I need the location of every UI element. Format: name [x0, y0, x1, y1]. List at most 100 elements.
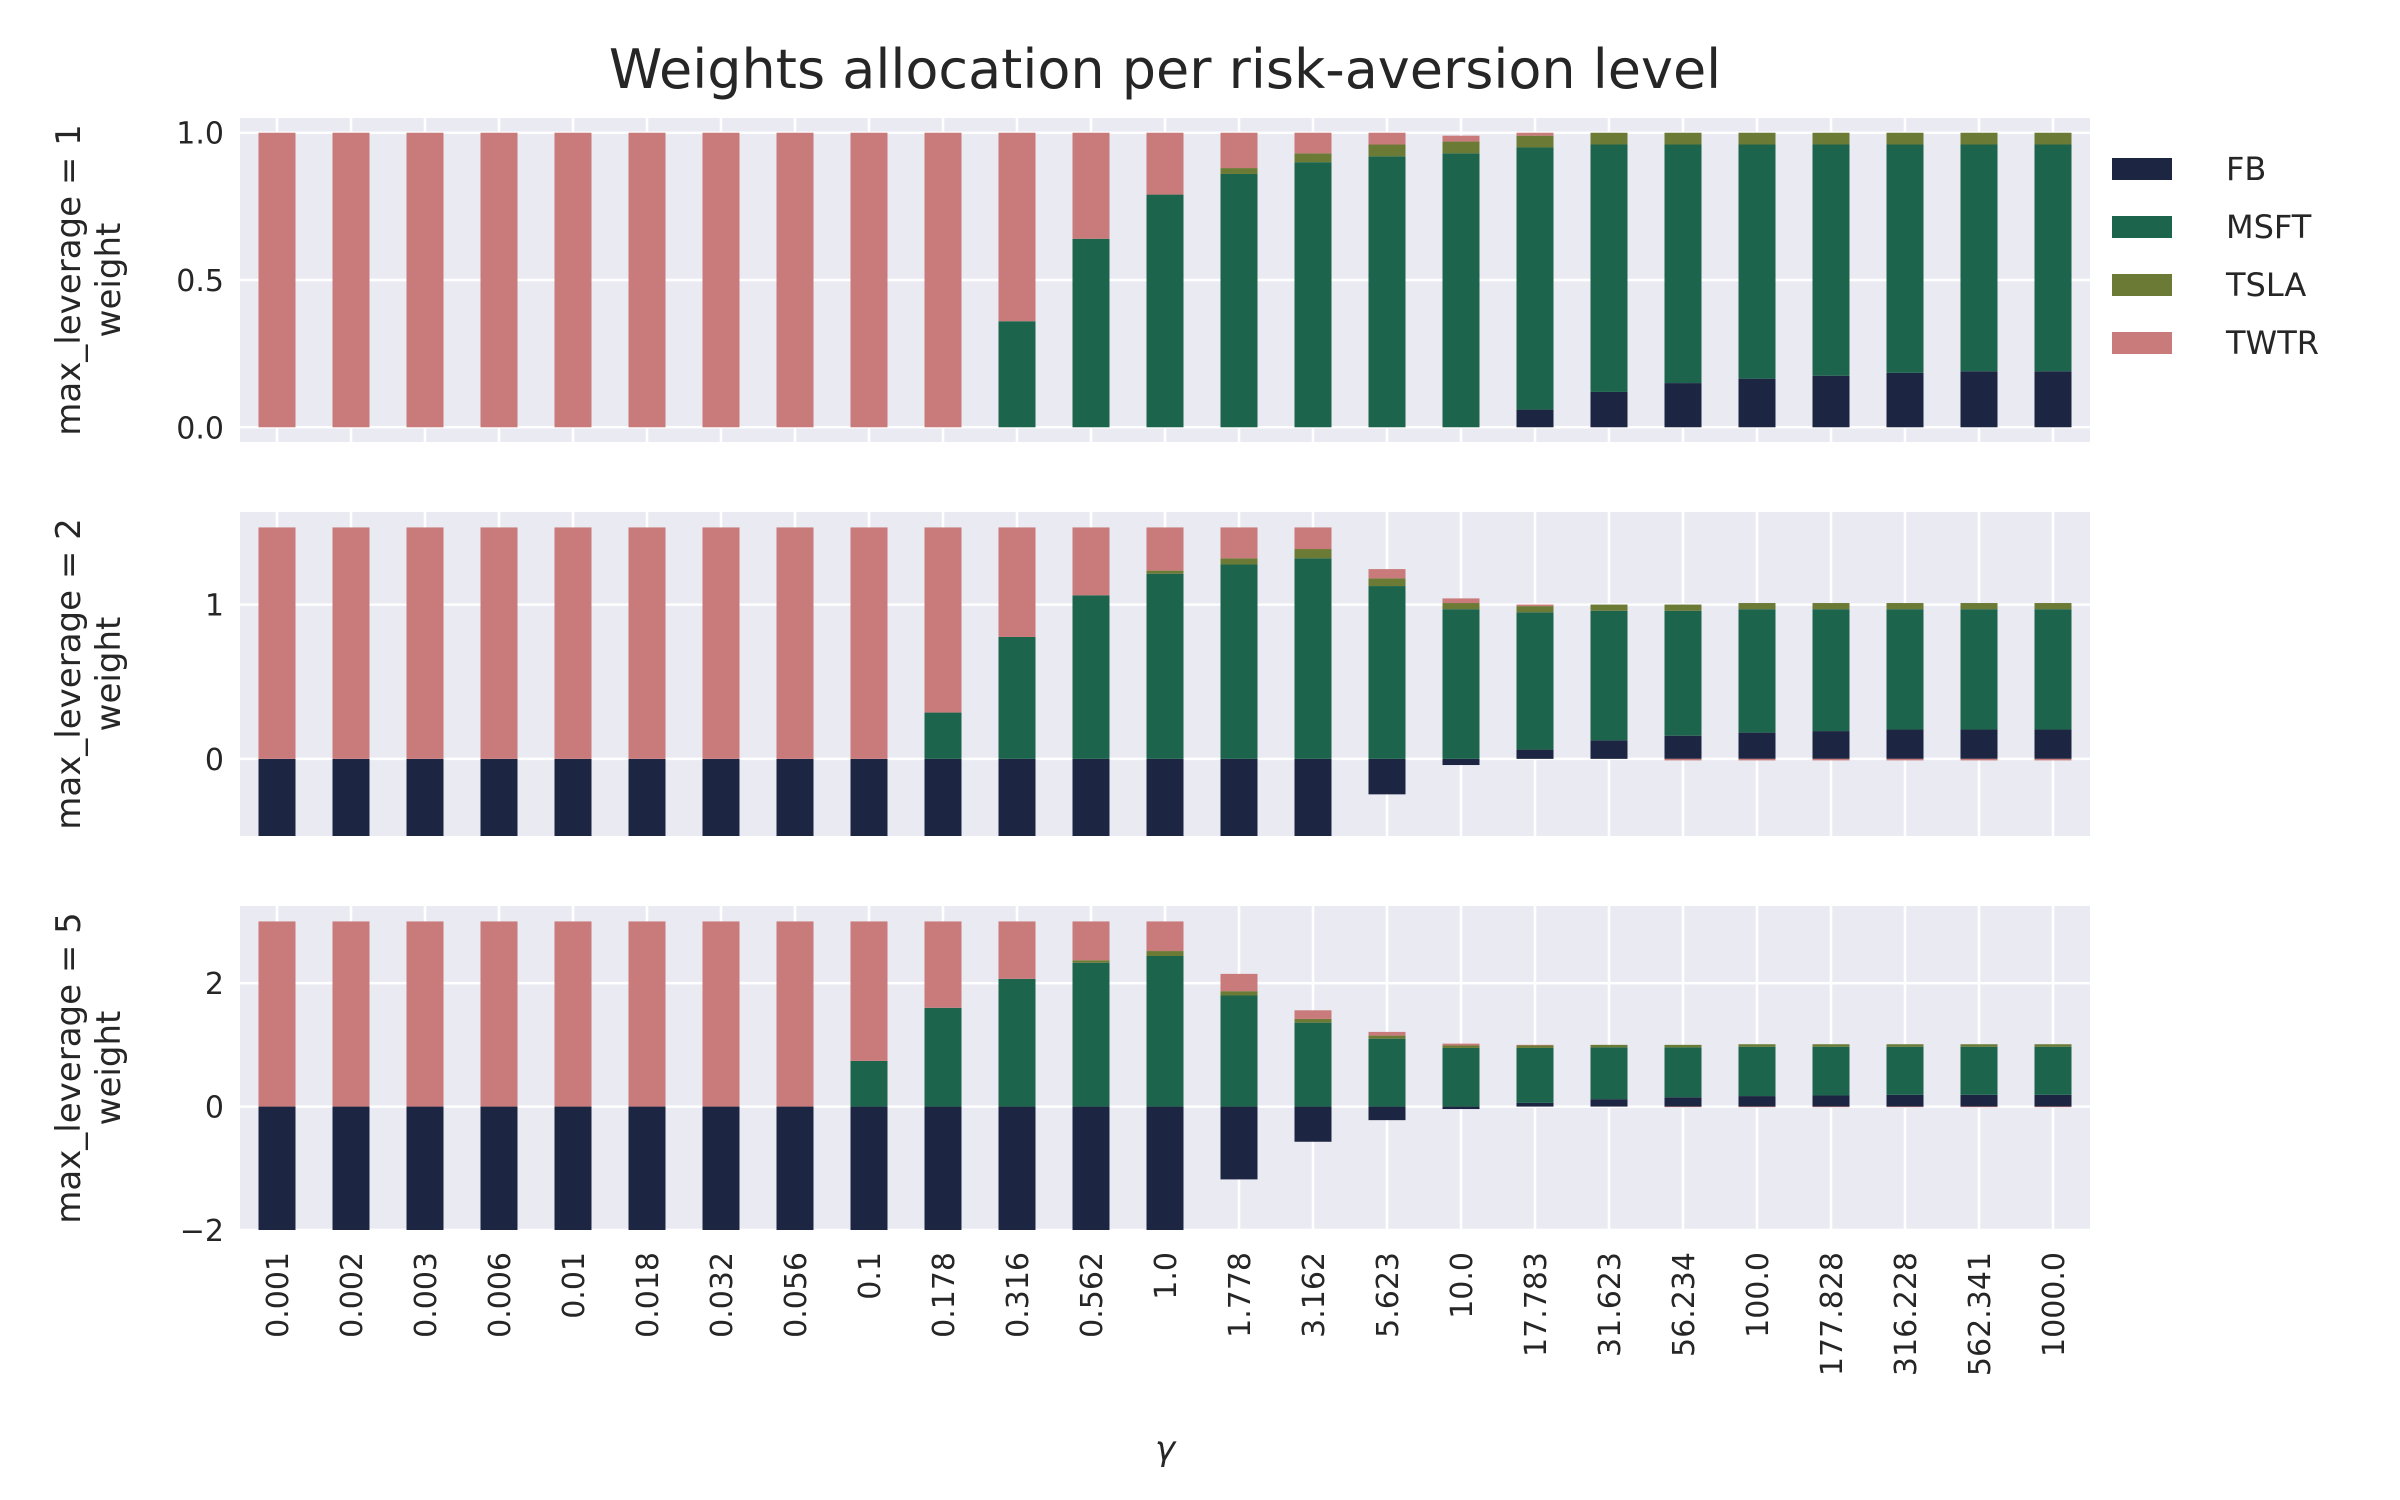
bar-twtr-1000.0: [2034, 758, 2072, 761]
bar-msft-177.828: [1812, 609, 1850, 732]
bar-twtr-0.032: [702, 921, 740, 1107]
bar-fb-0.056: [776, 758, 814, 836]
bar-msft-562.341: [1960, 1046, 1998, 1095]
bar-msft-17.783: [1516, 612, 1554, 750]
bar-fb-0.006: [480, 758, 518, 836]
bar-twtr-5.623: [1368, 132, 1406, 145]
bar-twtr-0.002: [332, 921, 370, 1107]
bar-fb-316.228: [1886, 729, 1924, 759]
bar-msft-316.228: [1886, 1046, 1924, 1095]
bar-msft-31.623: [1590, 610, 1628, 741]
bar-twtr-0.1: [850, 921, 888, 1061]
bar-fb-0.006: [480, 1106, 518, 1230]
bar-twtr-5.623: [1368, 1031, 1406, 1036]
bar-twtr-0.018: [628, 132, 666, 428]
bar-msft-10.0: [1442, 609, 1480, 759]
bar-twtr-1.778: [1220, 527, 1258, 559]
bar-msft-100.0: [1738, 1046, 1776, 1097]
bar-fb-0.003: [406, 758, 444, 836]
bar-msft-316.228: [1886, 144, 1924, 373]
legend-label-fb: FB: [2226, 150, 2266, 188]
bar-tsla-3.162: [1294, 153, 1332, 163]
bar-fb-0.1: [850, 758, 888, 836]
bar-fb-177.828: [1812, 1095, 1850, 1107]
y-axis-label: max_leverage = 5weight: [49, 912, 129, 1224]
bar-twtr-316.228: [1886, 758, 1924, 761]
bar-fb-1000.0: [2034, 729, 2072, 759]
bar-fb-0.01: [554, 758, 592, 836]
bar-fb-562.341: [1960, 371, 1998, 428]
bar-fb-0.316: [998, 758, 1036, 836]
x-tick-label: 0.562: [1075, 1252, 1110, 1338]
bar-twtr-1.778: [1220, 973, 1258, 992]
x-tick-label: 316.228: [1889, 1252, 1924, 1376]
bar-msft-56.234: [1664, 1047, 1702, 1098]
bar-tsla-1.0: [1146, 570, 1184, 574]
bar-fb-17.783: [1516, 1102, 1554, 1107]
bar-twtr-0.562: [1072, 132, 1110, 239]
bar-tsla-17.783: [1516, 606, 1554, 613]
bar-tsla-5.623: [1368, 578, 1406, 587]
bar-msft-100.0: [1738, 609, 1776, 733]
bar-twtr-0.562: [1072, 527, 1110, 596]
bar-fb-17.783: [1516, 749, 1554, 759]
bar-tsla-31.623: [1590, 1044, 1628, 1048]
bar-tsla-316.228: [1886, 1044, 1924, 1047]
bar-fb-0.018: [628, 758, 666, 836]
x-tick-label: 0.006: [483, 1252, 518, 1338]
legend-label-msft: MSFT: [2226, 208, 2312, 246]
bar-msft-5.623: [1368, 1038, 1406, 1107]
bar-twtr-0.001: [258, 132, 296, 428]
bar-twtr-0.01: [554, 921, 592, 1107]
bar-msft-1.0: [1146, 194, 1184, 428]
bar-twtr-0.01: [554, 132, 592, 428]
x-tick-label: 0.001: [261, 1252, 296, 1338]
bar-tsla-3.162: [1294, 1018, 1332, 1023]
bar-msft-3.162: [1294, 162, 1332, 428]
bar-twtr-0.316: [998, 921, 1036, 979]
bar-msft-17.783: [1516, 1047, 1554, 1103]
bar-twtr-0.1: [850, 132, 888, 428]
bar-tsla-3.162: [1294, 549, 1332, 559]
bar-twtr-17.783: [1516, 1044, 1554, 1046]
y-axis-label: max_leverage = 1weight: [49, 124, 129, 436]
x-tick-label: 100.0: [1741, 1252, 1776, 1338]
bar-tsla-177.828: [1812, 1044, 1850, 1047]
bar-twtr-0.178: [924, 132, 962, 428]
bar-twtr-0.01: [554, 527, 592, 759]
bars: [258, 921, 2072, 1230]
bar-msft-0.178: [924, 1007, 962, 1107]
bar-tsla-562.341: [1960, 1044, 1998, 1047]
bar-msft-562.341: [1960, 144, 1998, 372]
x-tick-label: 17.783: [1519, 1252, 1554, 1357]
bar-fb-5.623: [1368, 758, 1406, 795]
y-tick-label: 0: [205, 1091, 224, 1126]
bar-fb-31.623: [1590, 740, 1628, 759]
bar-twtr-0.002: [332, 132, 370, 428]
bar-msft-0.562: [1072, 962, 1110, 1107]
x-tick-labels: 0.001 0.002 0.003 0.006 0.01 0.018 0.032 0.056 0…: [261, 1252, 2072, 1376]
bar-tsla-0.562: [1072, 960, 1110, 963]
bar-twtr-17.783: [1516, 604, 1554, 607]
bar-tsla-1000.0: [2034, 132, 2072, 145]
bar-tsla-1.778: [1220, 991, 1258, 996]
x-tick-label: 562.341: [1963, 1252, 1998, 1376]
bar-fb-177.828: [1812, 731, 1850, 759]
x-tick-label: 31.623: [1593, 1252, 1628, 1357]
bar-msft-177.828: [1812, 144, 1850, 376]
bar-tsla-1000.0: [2034, 1044, 2072, 1047]
bar-fb-0.178: [924, 758, 962, 836]
bar-msft-1.778: [1220, 564, 1258, 759]
bar-fb-3.162: [1294, 1106, 1332, 1142]
bar-tsla-56.234: [1664, 132, 1702, 145]
bar-fb-100.0: [1738, 378, 1776, 428]
bar-fb-0.002: [332, 1106, 370, 1230]
bar-msft-3.162: [1294, 558, 1332, 759]
y-tick-label: 2: [205, 967, 224, 1002]
bar-fb-0.562: [1072, 1106, 1110, 1230]
bar-tsla-316.228: [1886, 603, 1924, 610]
bar-tsla-1000.0: [2034, 603, 2072, 610]
bar-fb-100.0: [1738, 1096, 1776, 1107]
bar-twtr-3.162: [1294, 1010, 1332, 1019]
bar-msft-10.0: [1442, 153, 1480, 428]
